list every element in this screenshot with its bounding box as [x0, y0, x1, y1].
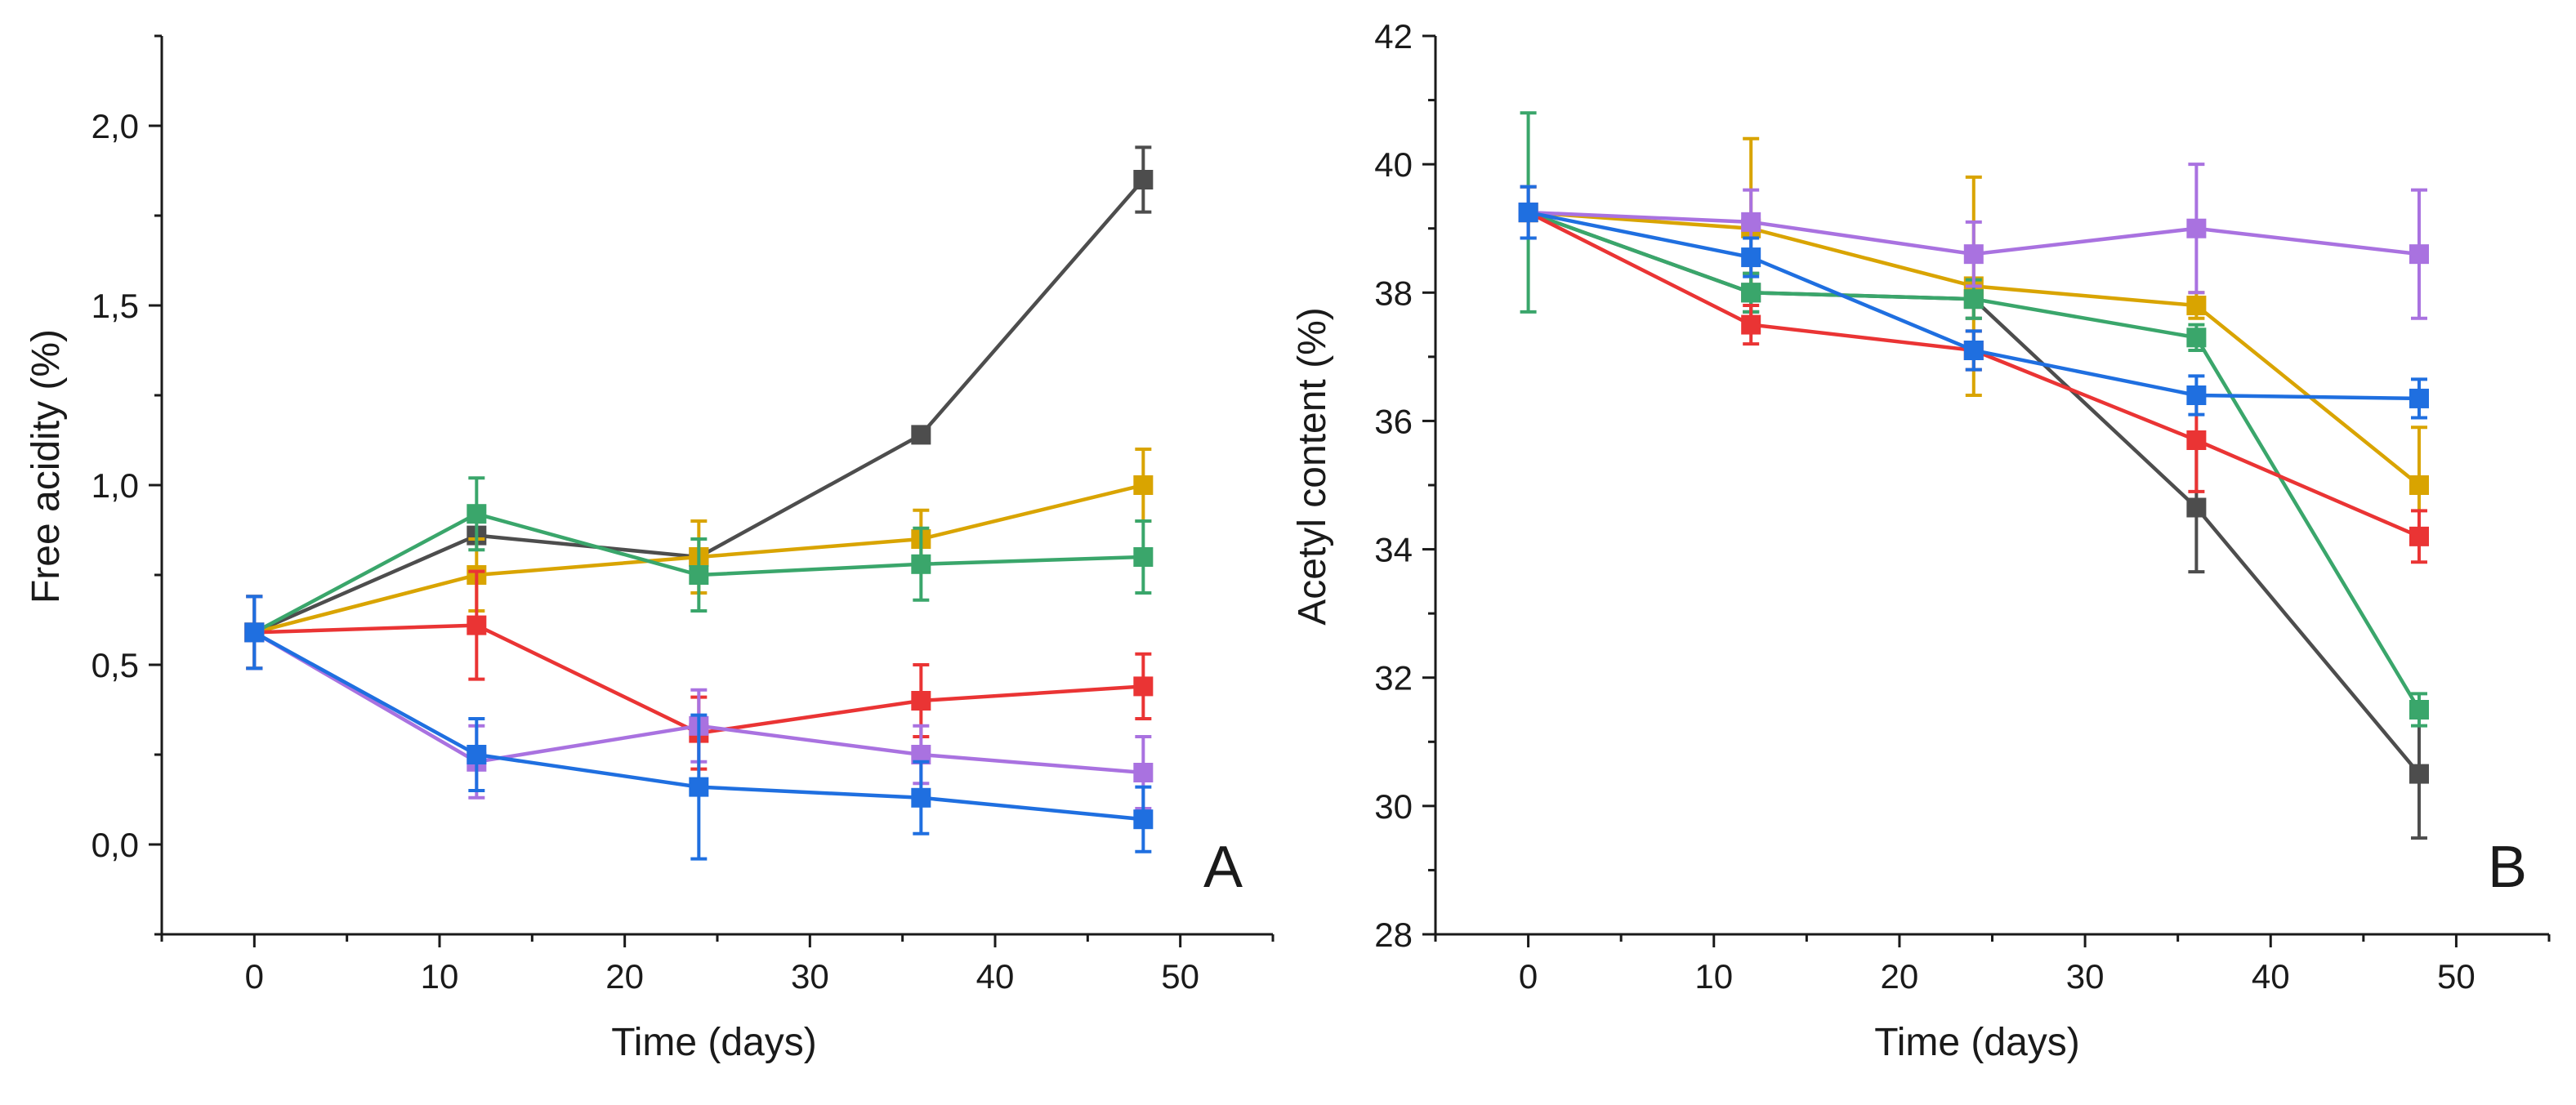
- data-point-red: [911, 691, 931, 711]
- series-green-a: [244, 476, 1154, 671]
- data-point-gold: [2186, 296, 2207, 315]
- x-tick-label-b: 0: [1519, 957, 1538, 996]
- data-point-purple: [1963, 244, 1984, 265]
- data-point-purple: [1133, 763, 1154, 782]
- chart-panel-a: Time (days) Free acidity (%) A 0 10 20 30 40…: [25, 34, 1275, 1064]
- data-point-green: [911, 554, 931, 574]
- x-axis-title-a: Time (days): [611, 1021, 817, 1064]
- data-point-blue: [1741, 247, 1761, 268]
- x-tick-label-b: 20: [1881, 957, 1919, 996]
- y-tick-label-b: 38: [1374, 274, 1413, 312]
- x-axis-title-b: Time (days): [1874, 1021, 2080, 1064]
- y-tick-label-b: 42: [1374, 17, 1413, 56]
- x-tick-label-a: 20: [605, 957, 644, 996]
- data-point-green: [1133, 547, 1154, 567]
- x-tick-label-a: 0: [245, 957, 264, 996]
- data-point-red: [2409, 526, 2429, 546]
- x-tick-label-b: 50: [2437, 957, 2476, 996]
- y-tick-label-b: 30: [1374, 787, 1413, 826]
- data-point-green: [2409, 700, 2429, 720]
- x-tick-label-a: 30: [791, 957, 829, 996]
- data-point-purple: [1741, 212, 1761, 232]
- data-point-blue: [467, 745, 487, 764]
- data-point-gold: [2409, 475, 2429, 495]
- y-tick-label-b: 32: [1374, 659, 1413, 697]
- chart-panel-b: Time (days) Acetyl content (%) B 0 10 20 30…: [1291, 17, 2551, 1064]
- y-axis-title-a: Free acidity (%): [25, 329, 68, 604]
- panel-label-b: B: [2488, 835, 2527, 900]
- y-tick-label-a: 0,5: [92, 646, 139, 684]
- y-tick-label-a: 1,5: [92, 287, 139, 325]
- y-tick-label-b: 36: [1374, 402, 1413, 440]
- data-point-purple: [2409, 244, 2429, 265]
- y-tick-label-b: 34: [1374, 531, 1413, 569]
- data-point-blue: [1133, 809, 1154, 830]
- data-point-red: [1741, 314, 1761, 335]
- data-point-blue: [689, 777, 709, 797]
- y-tick-label-b: 40: [1374, 145, 1413, 184]
- data-point-green: [467, 504, 487, 524]
- y-tick-label-b: 28: [1374, 916, 1413, 954]
- y-tick-label-a: 2,0: [92, 107, 139, 145]
- data-point-gray: [2409, 764, 2429, 784]
- panel-label-a: A: [1203, 835, 1243, 900]
- x-tick-label-a: 10: [421, 957, 459, 996]
- data-point-gray: [1133, 170, 1154, 189]
- data-point-green: [1741, 283, 1761, 303]
- x-tick-label-b: 40: [2252, 957, 2290, 996]
- data-point-blue: [2186, 385, 2207, 405]
- x-tick-label-a: 50: [1161, 957, 1199, 996]
- y-tick-label-a: 1,0: [92, 466, 139, 505]
- data-point-purple: [2186, 218, 2207, 238]
- data-point-gray: [2186, 497, 2207, 518]
- data-point-gold: [1133, 475, 1154, 495]
- series-blue-a: [244, 595, 1154, 861]
- data-point-gray: [911, 425, 931, 445]
- data-point-blue: [1963, 341, 1984, 360]
- data-point-blue: [911, 787, 931, 808]
- data-point-red: [467, 615, 487, 635]
- y-tick-label-a: 0,0: [92, 826, 139, 864]
- data-point-green: [1963, 289, 1984, 310]
- x-tick-label-b: 10: [1694, 957, 1733, 996]
- x-tick-label-a: 40: [976, 957, 1015, 996]
- data-point-blue: [1518, 203, 1538, 223]
- data-point-green: [2186, 327, 2207, 348]
- data-point-red: [2186, 430, 2207, 450]
- data-point-green: [689, 565, 709, 585]
- data-point-blue: [2409, 388, 2429, 408]
- y-axis-title-b: Acetyl content (%): [1291, 307, 1334, 625]
- data-point-red: [1133, 676, 1154, 697]
- series-blue-b: [1518, 185, 2429, 420]
- data-point-blue: [244, 622, 265, 643]
- x-tick-label-b: 30: [2066, 957, 2105, 996]
